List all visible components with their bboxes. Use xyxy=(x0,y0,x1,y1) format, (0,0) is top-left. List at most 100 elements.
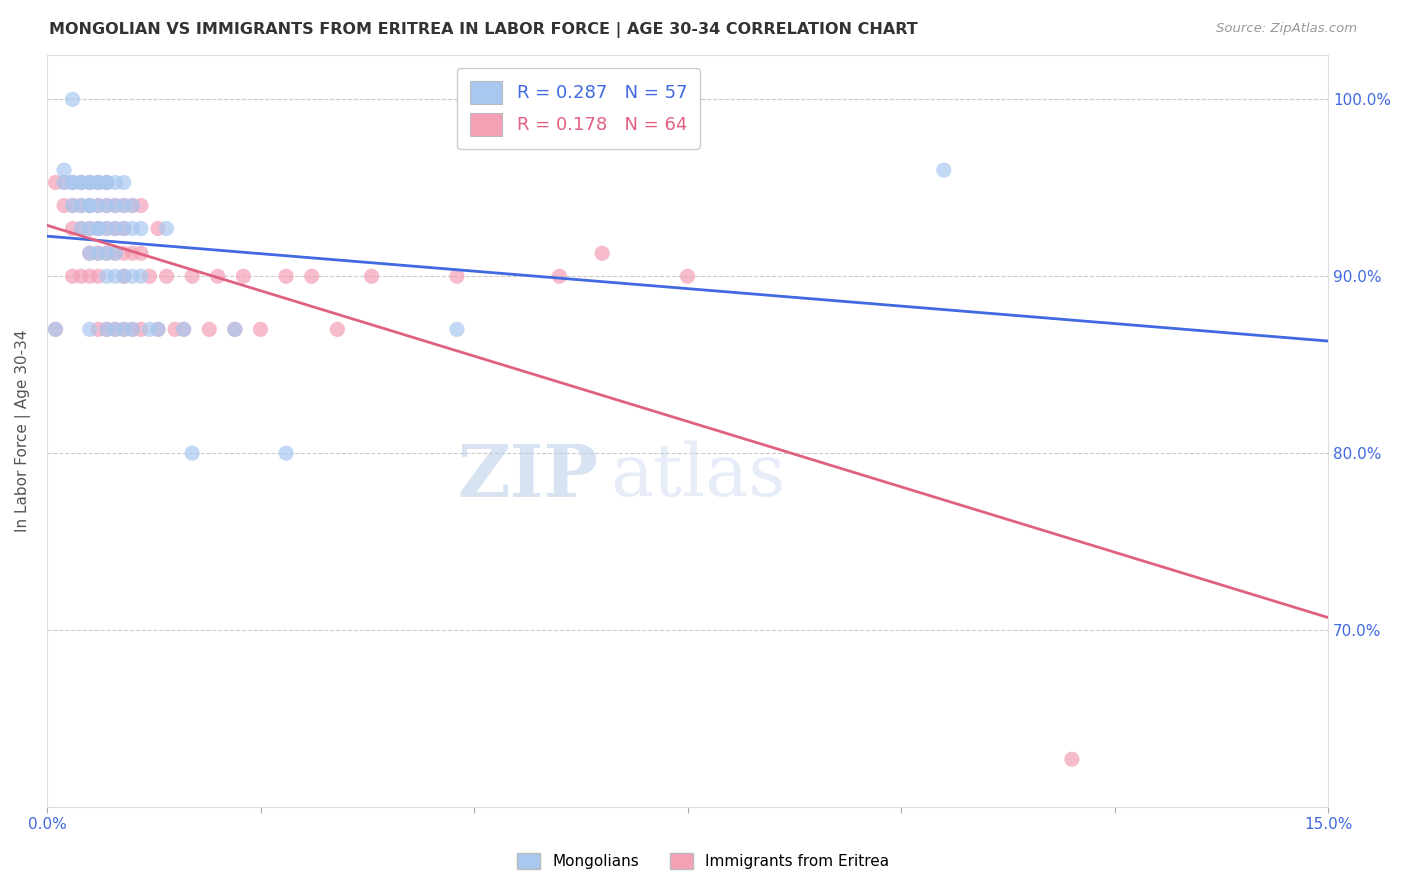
Point xyxy=(121,198,143,212)
Point xyxy=(62,176,84,190)
Point xyxy=(70,198,93,212)
Point xyxy=(44,322,66,336)
Point xyxy=(79,176,101,190)
Point xyxy=(173,322,195,336)
Point xyxy=(165,322,187,336)
Point xyxy=(53,198,76,212)
Point xyxy=(121,221,143,235)
Point xyxy=(87,269,110,284)
Point xyxy=(79,322,101,336)
Point xyxy=(96,269,118,284)
Point xyxy=(146,322,169,336)
Point xyxy=(79,198,101,212)
Legend: Mongolians, Immigrants from Eritrea: Mongolians, Immigrants from Eritrea xyxy=(510,847,896,875)
Point xyxy=(932,163,955,178)
Y-axis label: In Labor Force | Age 30-34: In Labor Force | Age 30-34 xyxy=(15,330,31,533)
Point xyxy=(112,269,135,284)
Point xyxy=(87,176,110,190)
Point xyxy=(104,246,127,260)
Point xyxy=(96,322,118,336)
Point xyxy=(301,269,323,284)
Text: atlas: atlas xyxy=(610,441,786,511)
Point xyxy=(87,198,110,212)
Point xyxy=(155,221,177,235)
Point xyxy=(53,176,76,190)
Point xyxy=(104,246,127,260)
Point xyxy=(104,322,127,336)
Point xyxy=(70,269,93,284)
Point xyxy=(121,269,143,284)
Point xyxy=(70,176,93,190)
Point xyxy=(96,176,118,190)
Point xyxy=(232,269,254,284)
Point xyxy=(138,269,160,284)
Point xyxy=(87,176,110,190)
Point xyxy=(79,176,101,190)
Point xyxy=(138,322,160,336)
Point xyxy=(548,269,571,284)
Point xyxy=(62,92,84,106)
Point xyxy=(62,176,84,190)
Point xyxy=(129,246,152,260)
Point xyxy=(276,269,298,284)
Point xyxy=(96,246,118,260)
Point xyxy=(181,446,204,460)
Point xyxy=(676,269,699,284)
Point xyxy=(53,176,76,190)
Point xyxy=(276,446,298,460)
Point xyxy=(129,221,152,235)
Point xyxy=(87,246,110,260)
Point xyxy=(87,246,110,260)
Point xyxy=(112,198,135,212)
Point xyxy=(129,269,152,284)
Point xyxy=(104,176,127,190)
Point xyxy=(129,322,152,336)
Point xyxy=(70,221,93,235)
Point xyxy=(79,246,101,260)
Point xyxy=(62,198,84,212)
Point xyxy=(112,269,135,284)
Point xyxy=(155,269,177,284)
Point xyxy=(96,221,118,235)
Point xyxy=(112,246,135,260)
Point xyxy=(104,221,127,235)
Point xyxy=(224,322,246,336)
Point xyxy=(87,221,110,235)
Point xyxy=(79,176,101,190)
Point xyxy=(70,176,93,190)
Point xyxy=(62,176,84,190)
Point xyxy=(79,246,101,260)
Point xyxy=(96,221,118,235)
Point xyxy=(96,198,118,212)
Text: Source: ZipAtlas.com: Source: ZipAtlas.com xyxy=(1216,22,1357,36)
Text: MONGOLIAN VS IMMIGRANTS FROM ERITREA IN LABOR FORCE | AGE 30-34 CORRELATION CHAR: MONGOLIAN VS IMMIGRANTS FROM ERITREA IN … xyxy=(49,22,918,38)
Point xyxy=(121,322,143,336)
Point xyxy=(96,322,118,336)
Point xyxy=(70,221,93,235)
Point xyxy=(53,163,76,178)
Point xyxy=(446,269,468,284)
Point xyxy=(79,221,101,235)
Point xyxy=(112,322,135,336)
Point xyxy=(112,176,135,190)
Point xyxy=(44,322,66,336)
Point xyxy=(112,221,135,235)
Point xyxy=(129,198,152,212)
Point xyxy=(87,198,110,212)
Point xyxy=(146,322,169,336)
Legend: R = 0.287   N = 57, R = 0.178   N = 64: R = 0.287 N = 57, R = 0.178 N = 64 xyxy=(457,68,700,149)
Point xyxy=(96,176,118,190)
Point xyxy=(96,176,118,190)
Point xyxy=(360,269,382,284)
Point xyxy=(87,322,110,336)
Point xyxy=(62,221,84,235)
Point xyxy=(1060,752,1083,766)
Point xyxy=(62,198,84,212)
Point xyxy=(446,322,468,336)
Point xyxy=(79,269,101,284)
Point xyxy=(44,176,66,190)
Point xyxy=(112,221,135,235)
Point xyxy=(173,322,195,336)
Point xyxy=(104,269,127,284)
Point xyxy=(87,221,110,235)
